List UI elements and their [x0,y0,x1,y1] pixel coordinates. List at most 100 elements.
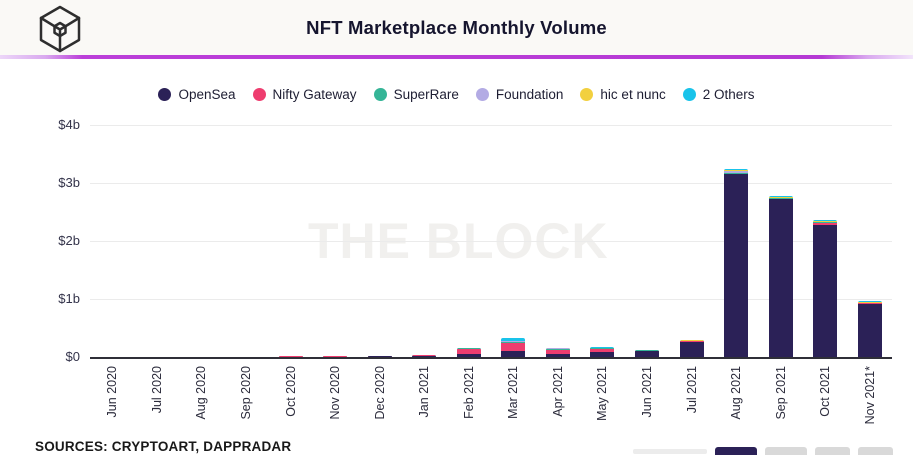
x-tick-label: Nov 2020 [328,366,343,420]
segment-foundation [545,348,570,350]
x-tick-cell: Nov 2020 [313,366,358,448]
segment-opensea [367,356,392,357]
legend-dot-icon [682,88,696,101]
legend-label: Foundation [495,87,564,102]
segment-opensea [635,351,660,357]
range-button-4[interactable] [858,447,893,455]
x-tick-label: Dec 2020 [372,366,387,420]
the-block-logo[interactable] [31,4,89,54]
bar-jul-2021[interactable] [679,340,704,357]
segment-opensea [724,174,749,357]
x-tick-cell: Sep 2021 [758,366,803,448]
legend-item-nifty-gateway[interactable]: Nifty Gateway [252,87,357,102]
bar-sep-2021[interactable] [768,195,793,357]
range-button-3[interactable] [815,447,850,455]
bar-slot [491,125,536,357]
legend-item-hic-et-nunc[interactable]: hic et nunc [580,87,666,102]
gridline [90,299,892,300]
segment-opensea [501,351,526,357]
x-tick-label: Oct 2020 [283,366,298,417]
bar-slot [224,125,269,357]
bar-slot [536,125,581,357]
bar-slot [848,125,893,357]
bar-nov-2020[interactable] [323,356,348,357]
x-tick-cell: Dec 2020 [357,366,402,448]
range-button-1[interactable] [715,447,757,455]
segment-nifty-gateway [857,303,882,304]
x-tick-cell: Aug 2020 [179,366,224,448]
bar-nov-2021-[interactable] [857,301,882,357]
x-tick-cell: Sep 2020 [224,366,269,448]
bar-slot [313,125,358,357]
x-tick-cell: Oct 2021 [803,366,848,448]
segment-2-others [857,301,882,303]
segment-2-others [724,168,749,170]
segment-nifty-gateway [545,350,570,355]
gridline [90,125,892,126]
bar-sep-2020[interactable] [233,356,258,357]
bar-aug-2021[interactable] [724,168,749,357]
segment-nifty-gateway [679,341,704,342]
x-tick-label: Jun 2020 [105,366,120,418]
bar-slot [135,125,180,357]
bar-feb-2021[interactable] [456,347,481,357]
x-tick-cell: Oct 2020 [268,366,313,448]
segment-nifty-gateway [635,350,660,352]
x-tick-cell: Jun 2020 [90,366,135,448]
bar-oct-2021[interactable] [813,219,838,357]
bars-container [90,125,892,357]
segment-2-others [590,346,615,348]
x-tick-cell: Mar 2021 [491,366,536,448]
x-tick-cell: Jul 2020 [135,366,180,448]
segment-nifty-gateway [813,222,838,226]
bar-slot [580,125,625,357]
legend-item-opensea[interactable]: OpenSea [158,87,236,102]
segment-opensea [456,353,481,357]
x-tick-label: Sep 2021 [773,366,788,420]
bar-apr-2021[interactable] [545,347,570,357]
legend-dot-icon [475,88,489,101]
legend-item-superrare[interactable]: SuperRare [373,87,459,102]
segment-opensea [590,351,615,357]
bar-dec-2020[interactable] [367,355,392,357]
chart-title: NFT Marketplace Monthly Volume [306,16,607,38]
segment-nifty-gateway [501,343,526,352]
segment-foundation [813,221,838,223]
segment-nifty-gateway [590,348,615,352]
x-tick-label: Mar 2021 [506,366,521,419]
segment-hic-et-nunc [813,220,838,222]
x-tick-label: May 2021 [595,366,610,421]
x-tick-label: Jul 2020 [149,366,164,414]
x-tick-cell: May 2021 [580,366,625,448]
bar-jun-2021[interactable] [635,349,660,357]
legend-label: hic et nunc [600,87,666,102]
legend-item-foundation[interactable]: Foundation [475,87,564,102]
gridline [90,241,892,242]
x-axis-labels: Jun 2020 Jul 2020 Aug 2020 Sep 2020 Oct 2020… [90,366,892,448]
y-tick-label: $2b [58,233,80,248]
range-button-2[interactable] [765,447,807,455]
segment-nifty-gateway [724,173,749,175]
x-tick-cell: Jun 2021 [625,366,670,448]
legend-dot-icon [373,88,387,101]
bar-slot [714,125,759,357]
bar-mar-2021[interactable] [501,338,526,357]
segment-nifty-gateway [412,355,437,357]
bar-slot [669,125,714,357]
bar-slot [447,125,492,357]
bar-may-2021[interactable] [590,346,615,357]
segment-opensea [813,225,838,357]
segment-opensea [412,356,437,357]
segment-2-others [768,195,793,197]
segment-superrare [456,348,481,349]
header-divider [0,55,913,59]
segment-opensea [679,341,704,357]
legend: OpenSea Nifty Gateway SuperRare Foundation h… [0,87,913,102]
bar-jan-2021[interactable] [412,355,437,357]
y-tick-label: $4b [58,117,80,132]
segment-nifty-gateway [456,348,481,354]
legend-item-2-others[interactable]: 2 Others [682,87,755,102]
bar-oct-2020[interactable] [278,356,303,357]
bar-slot [357,125,402,357]
